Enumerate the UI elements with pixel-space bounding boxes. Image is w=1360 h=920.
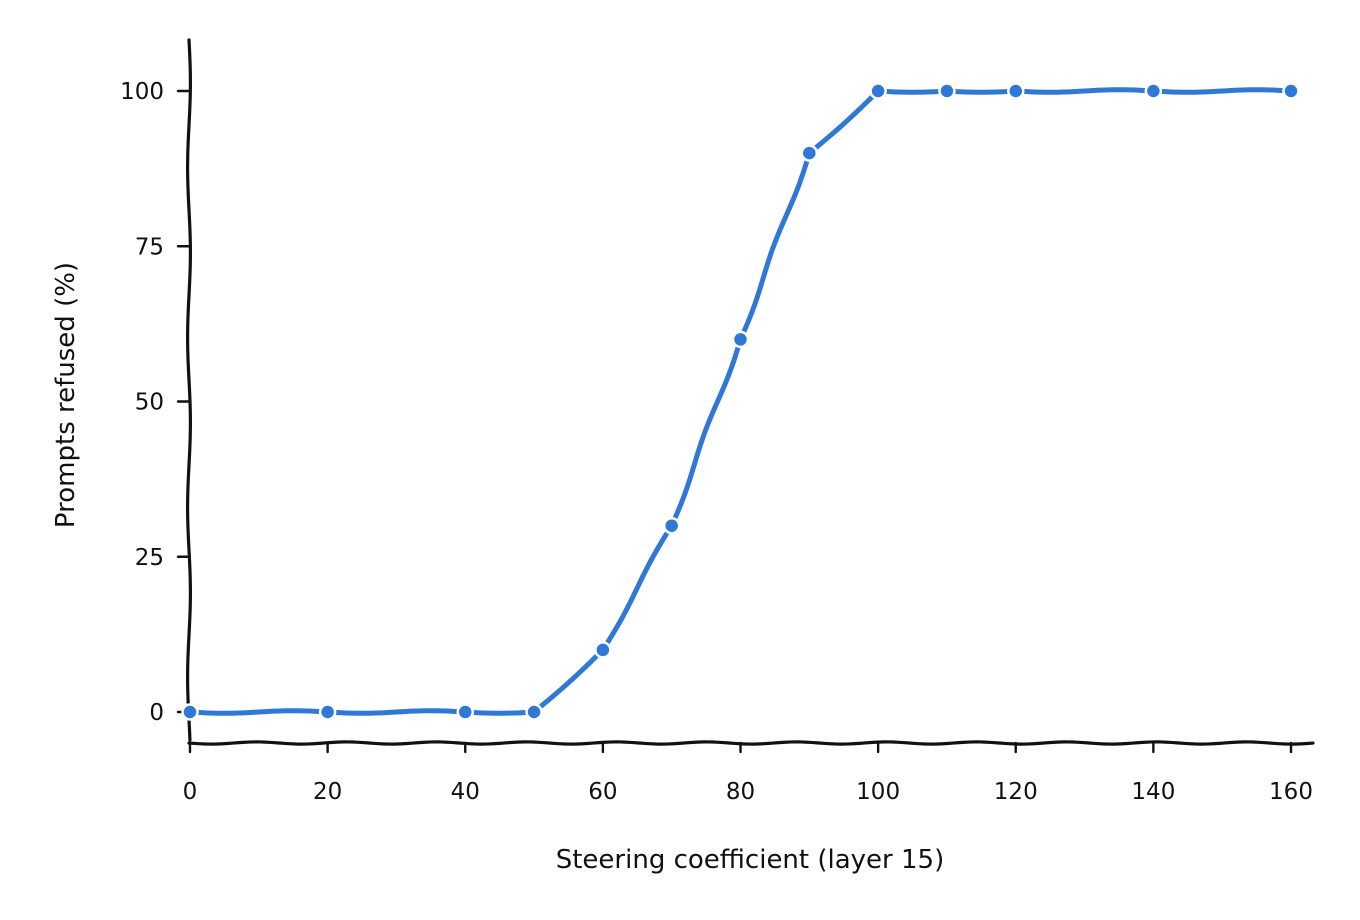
data-point [1144,82,1163,100]
x-tick-label: 80 [726,779,755,805]
data-point [869,82,887,100]
y-tick-label: 75 [135,234,164,260]
x-tick-label: 0 [183,779,198,805]
x-tick-label: 20 [313,779,342,805]
x-tick-label: 60 [588,779,617,805]
y-tick-label: 25 [135,545,164,571]
axis-labels: Steering coefficient (layer 15) Prompts … [51,262,944,875]
y-ticks: 0 25 50 75 100 [120,79,191,726]
x-ticks: 0 20 40 60 80 100 120 140 160 [183,741,1313,805]
x-tick-label: 140 [1131,779,1175,805]
data-point [456,703,474,721]
axes [185,38,1315,746]
x-tick-label: 100 [856,779,900,805]
series [181,82,1300,721]
series-line [187,87,1294,716]
x-tick-label: 160 [1269,779,1313,805]
y-axis-label: Prompts refused (%) [51,262,81,528]
x-tick-label: 40 [451,779,480,805]
data-point [1282,82,1300,100]
y-tick-label: 50 [135,390,164,416]
x-tick-label: 120 [994,779,1038,805]
y-axis-line [185,38,193,742]
data-point [525,703,543,721]
x-axis-label: Steering coefficient (layer 15) [556,845,945,875]
y-tick-label: 0 [149,700,164,726]
series-line-halo [184,84,1297,719]
data-point [594,641,612,659]
data-point [181,703,199,721]
x-axis-line [187,740,1315,746]
data-point [662,516,681,535]
data-point [1007,82,1025,100]
data-point [318,703,337,721]
data-point [731,330,750,349]
data-point [938,82,956,100]
data-point [800,144,819,162]
y-tick-label: 100 [120,79,164,105]
